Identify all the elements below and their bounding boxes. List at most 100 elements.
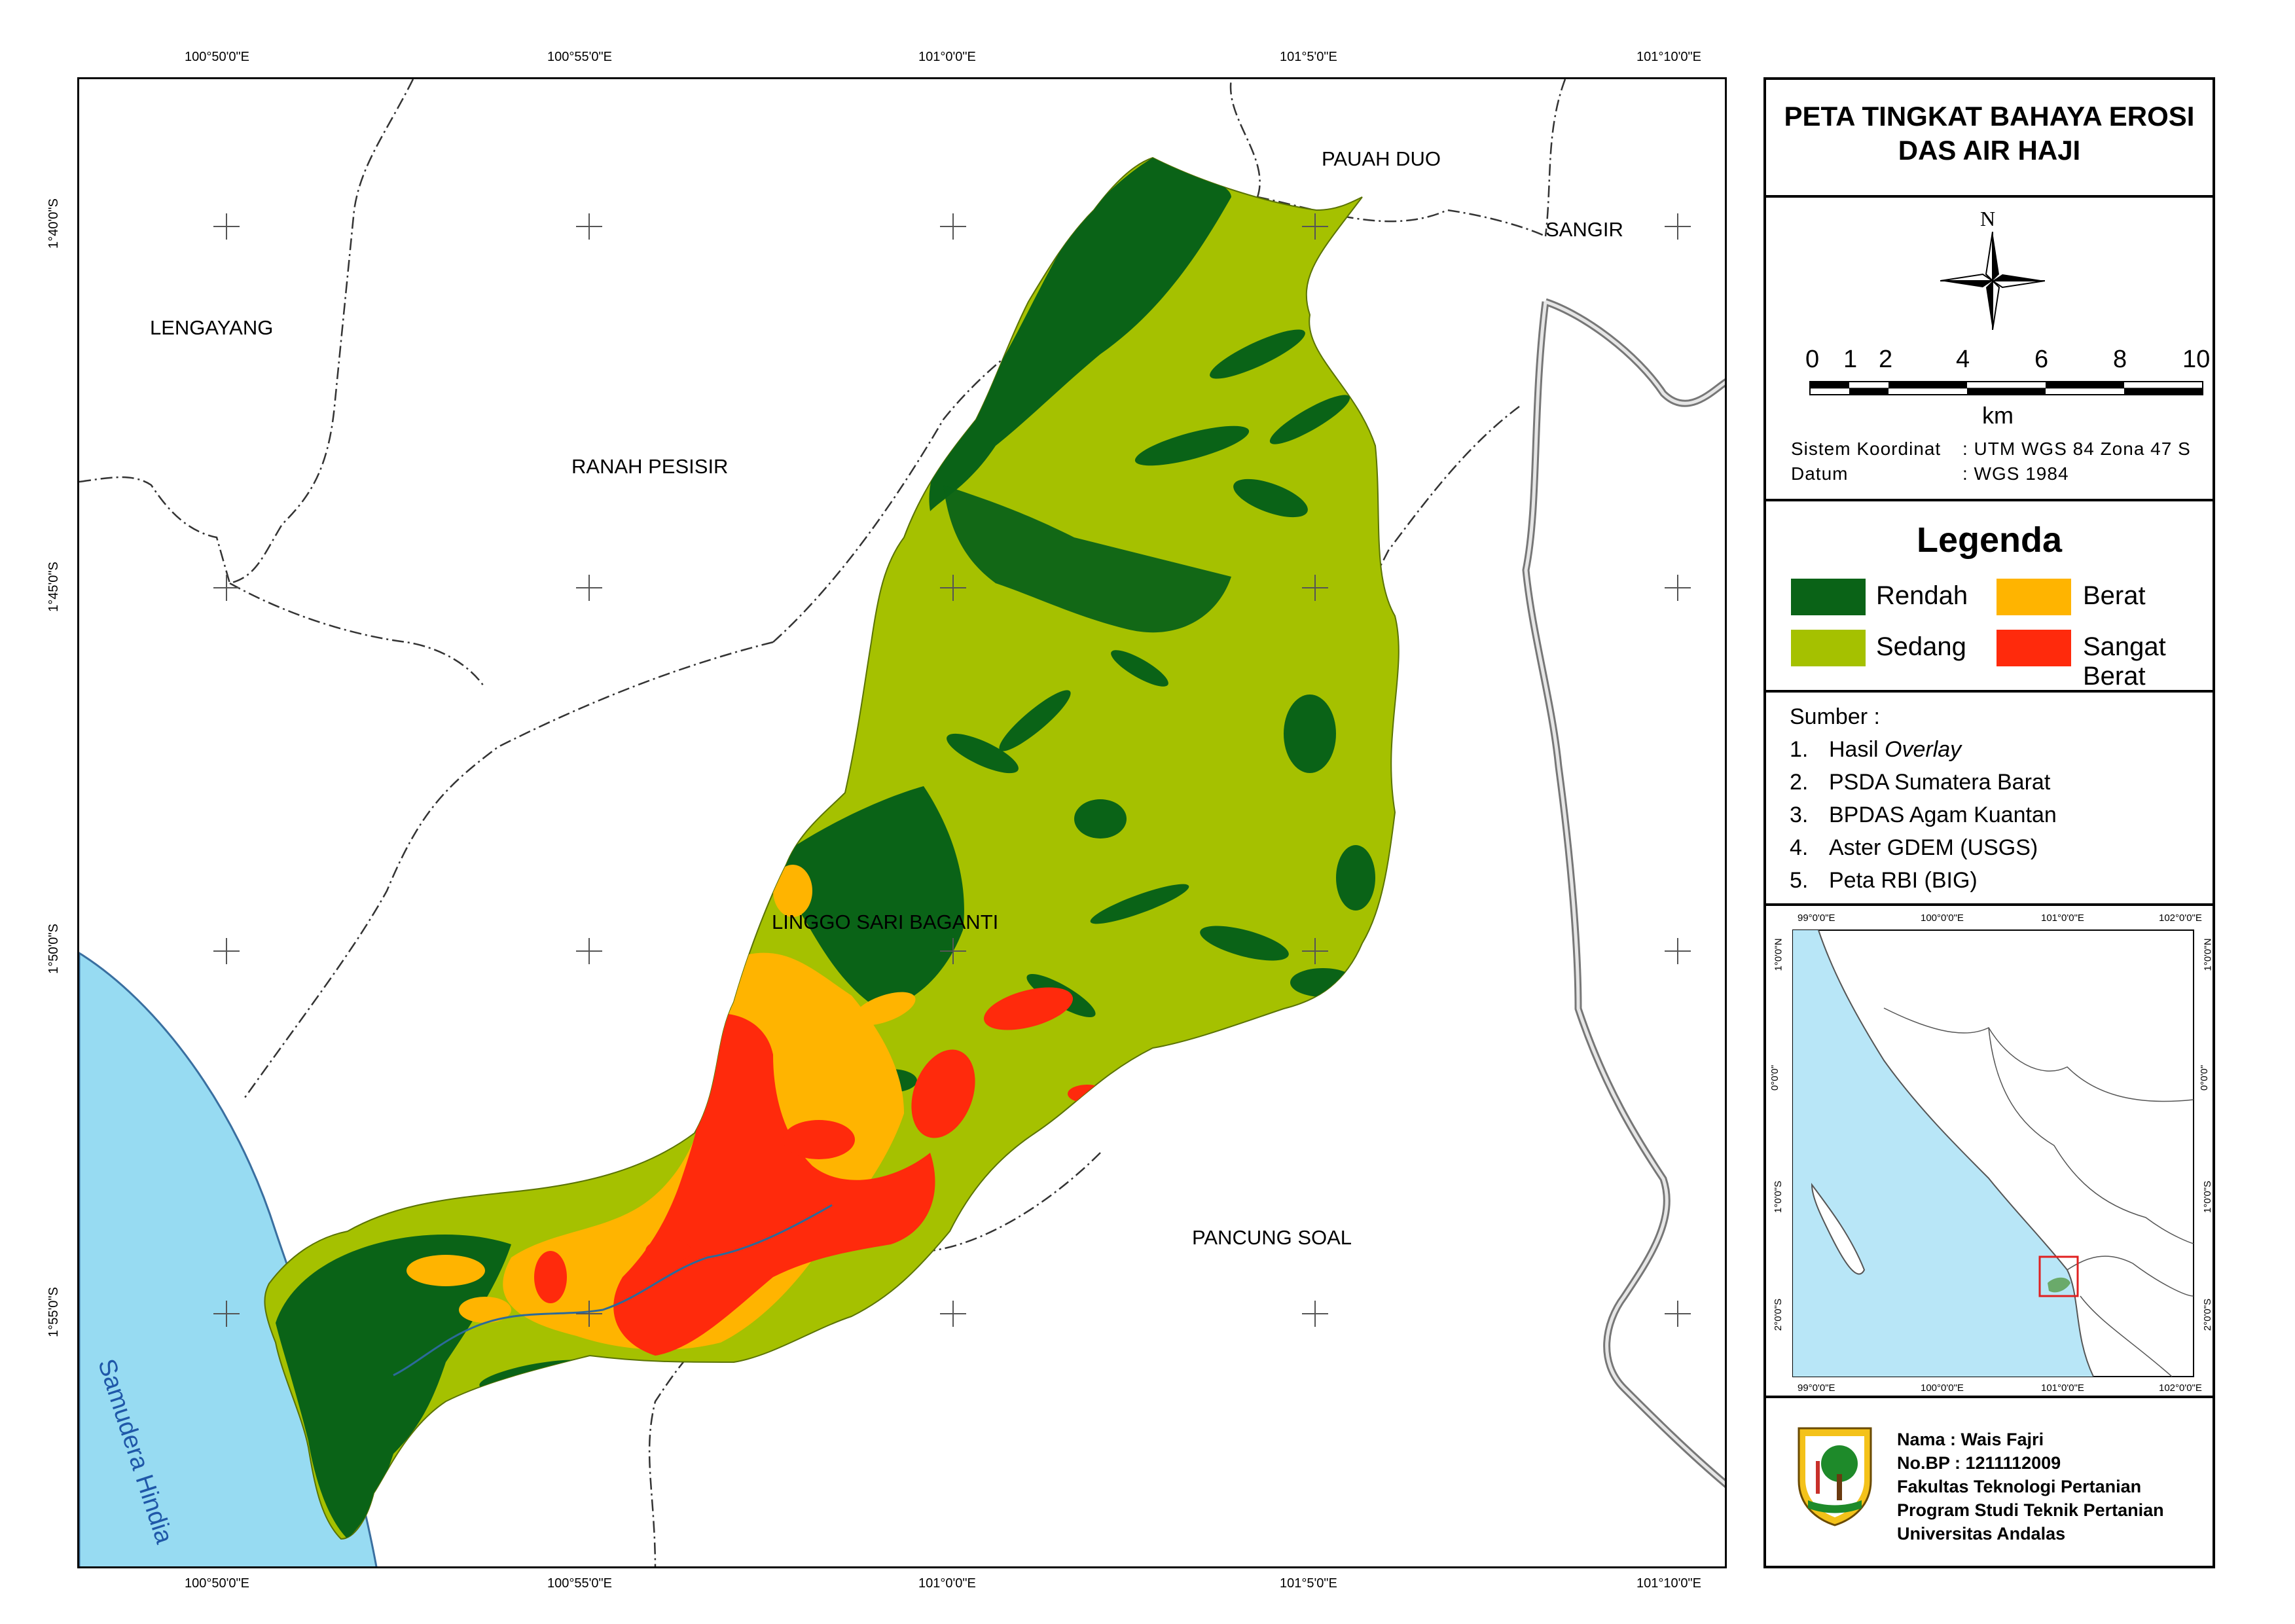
legend-swatch-berat bbox=[1997, 579, 2071, 615]
berat-patches bbox=[407, 865, 916, 1323]
source-number: 4. bbox=[1790, 835, 1809, 860]
source-item: BPDAS Agam Kuantan bbox=[1829, 803, 2057, 827]
university-logo-icon bbox=[1798, 1427, 1872, 1526]
inset-top-tick: 101°0'0"E bbox=[2041, 912, 2084, 924]
grid-cross bbox=[213, 1301, 240, 1327]
author-university: Universitas Andalas bbox=[1897, 1524, 2066, 1543]
inset-left-tick: 0°0'0" bbox=[1769, 1064, 1781, 1091]
inset-top-tick: 99°0'0"E bbox=[1798, 912, 1835, 924]
scale-label: 6 bbox=[2034, 346, 2049, 373]
grid-cross bbox=[940, 938, 966, 964]
grid-cross bbox=[1302, 938, 1328, 964]
bottom-tick: 100°55'0"E bbox=[547, 1576, 612, 1591]
source-item: PSDA Sumatera Barat bbox=[1829, 770, 2051, 795]
source-number: 3. bbox=[1790, 803, 1809, 827]
source-text-italic: Overlay bbox=[1885, 737, 1962, 762]
inset-left-tick: 1°0'0"N bbox=[1773, 938, 1784, 971]
scale-bar bbox=[1809, 381, 2203, 395]
region-label-lengayang: LENGAYANG bbox=[150, 316, 274, 339]
left-tick: 1°40'0"S bbox=[46, 198, 61, 249]
legend-swatch-sangat-berat bbox=[1997, 630, 2071, 666]
grid-cross bbox=[1665, 213, 1691, 240]
author-section: Nama : Wais Fajri No.BP : 1211112009 Fak… bbox=[1766, 1398, 2213, 1566]
inset-island bbox=[1811, 1182, 1866, 1275]
map-title-line-2: DAS AIR HAJI bbox=[1898, 135, 2081, 166]
source-number: 1. bbox=[1790, 737, 1809, 762]
river bbox=[393, 1204, 833, 1377]
scale-label: 4 bbox=[1956, 346, 1970, 373]
grid-cross bbox=[940, 213, 966, 240]
author-name: Nama : Wais Fajri bbox=[1897, 1430, 2044, 1449]
grid-cross bbox=[940, 575, 966, 601]
bottom-tick: 101°10'0"E bbox=[1636, 1576, 1701, 1591]
grid-cross bbox=[1665, 575, 1691, 601]
legend-label-berat: Berat bbox=[2083, 581, 2146, 610]
source-item: Aster GDEM (USGS) bbox=[1829, 835, 2038, 860]
region-label-pauah-duo: PAUAH DUO bbox=[1322, 147, 1441, 170]
inset-bottom-tick: 101°0'0"E bbox=[2041, 1382, 2084, 1394]
top-tick: 101°0'0"E bbox=[918, 50, 976, 64]
author-program: Program Studi Teknik Pertanian bbox=[1897, 1500, 2164, 1520]
inset-left-tick: 2°0'0"S bbox=[1773, 1298, 1784, 1331]
scale-label: 0 bbox=[1805, 346, 1820, 373]
top-tick: 100°55'0"E bbox=[547, 50, 612, 64]
source-item: Peta RBI (BIG) bbox=[1829, 868, 1978, 893]
sangat-berat-patches bbox=[534, 987, 1107, 1303]
author-bp: No.BP : 1211112009 bbox=[1897, 1453, 2061, 1473]
inset-locator-map bbox=[1792, 929, 2194, 1377]
source-text: Hasil bbox=[1829, 737, 1885, 762]
grid-cross bbox=[1665, 938, 1691, 964]
map-title: PETA TINGKAT BAHAYA EROSI DAS AIR HAJI bbox=[1766, 99, 2213, 168]
north-arrow-icon bbox=[1940, 232, 2045, 330]
datum-value: : WGS 1984 bbox=[1962, 463, 2069, 484]
grid-cross bbox=[1302, 1301, 1328, 1327]
top-tick: 101°5'0"E bbox=[1280, 50, 1337, 64]
sources-section: Sumber : 1. Hasil Overlay 2. PSDA Sumate… bbox=[1766, 693, 2213, 906]
legend-label-rendah: Rendah bbox=[1876, 581, 1968, 610]
map-title-line-1: PETA TINGKAT BAHAYA EROSI bbox=[1784, 101, 2195, 132]
left-tick: 1°45'0"S bbox=[46, 562, 61, 612]
bottom-tick: 100°50'0"E bbox=[185, 1576, 249, 1591]
coord-system-label: Sistem Koordinat bbox=[1791, 439, 1942, 459]
inset-province-lines bbox=[1883, 1007, 2194, 1377]
grid-cross bbox=[213, 213, 240, 240]
scale-unit: km bbox=[1982, 402, 2014, 429]
title-section: PETA TINGKAT BAHAYA EROSI DAS AIR HAJI bbox=[1766, 80, 2213, 198]
north-label: N bbox=[1980, 207, 1996, 230]
legend-label-sangat-berat: Sangat Berat bbox=[2083, 632, 2166, 691]
grid-cross bbox=[1665, 1301, 1691, 1327]
map-side-panel: PETA TINGKAT BAHAYA EROSI DAS AIR HAJI N… bbox=[1763, 77, 2215, 1568]
map-frame: LENGAYANG RANAH PESISIR PAUAH DUO SANGIR… bbox=[77, 77, 1727, 1568]
grid-cross bbox=[576, 1301, 602, 1327]
bottom-tick: 101°0'0"E bbox=[918, 1576, 976, 1591]
rendah-mid bbox=[784, 786, 964, 1009]
source-number: 5. bbox=[1790, 868, 1809, 893]
inset-right-tick: 0°0'0" bbox=[2199, 1064, 2211, 1091]
grid-cross bbox=[940, 1301, 966, 1327]
inset-bottom-tick: 102°0'0"E bbox=[2159, 1382, 2202, 1394]
inset-sea bbox=[1793, 930, 2093, 1377]
legend-swatch-sedang bbox=[1791, 630, 1866, 666]
erosion-map bbox=[79, 79, 1725, 1566]
sources-title: Sumber : bbox=[1790, 704, 1880, 729]
inset-section: 99°0'0"E 100°0'0"E 101°0'0"E 102°0'0"E 9… bbox=[1766, 906, 2214, 1398]
legend-title: Legenda bbox=[1916, 520, 2063, 560]
grid-cross bbox=[576, 213, 602, 240]
bottom-tick: 101°5'0"E bbox=[1280, 1576, 1337, 1591]
left-tick: 1°50'0"S bbox=[46, 924, 61, 974]
grid-cross bbox=[213, 938, 240, 964]
datum-label: Datum bbox=[1791, 463, 1849, 484]
inset-bottom-tick: 100°0'0"E bbox=[1921, 1382, 1964, 1394]
legend-swatch-rendah bbox=[1791, 579, 1866, 615]
legend-section: Legenda Rendah Berat Sedang Sangat Berat bbox=[1766, 501, 2213, 693]
grid-cross bbox=[576, 938, 602, 964]
inset-right-tick: 2°0'0"S bbox=[2202, 1298, 2214, 1331]
region-label-ranah-pesisir: RANAH PESISIR bbox=[571, 455, 729, 478]
inset-coast bbox=[1818, 929, 2094, 1377]
author-faculty: Fakultas Teknologi Pertanian bbox=[1897, 1477, 2142, 1496]
coord-system-value: : UTM WGS 84 Zona 47 S bbox=[1962, 439, 2191, 459]
scale-label: 8 bbox=[2113, 346, 2127, 373]
inset-right-tick: 1°0'0"N bbox=[2202, 938, 2214, 971]
sangat-berat-zone bbox=[613, 1013, 935, 1356]
grid-cross bbox=[213, 575, 240, 601]
